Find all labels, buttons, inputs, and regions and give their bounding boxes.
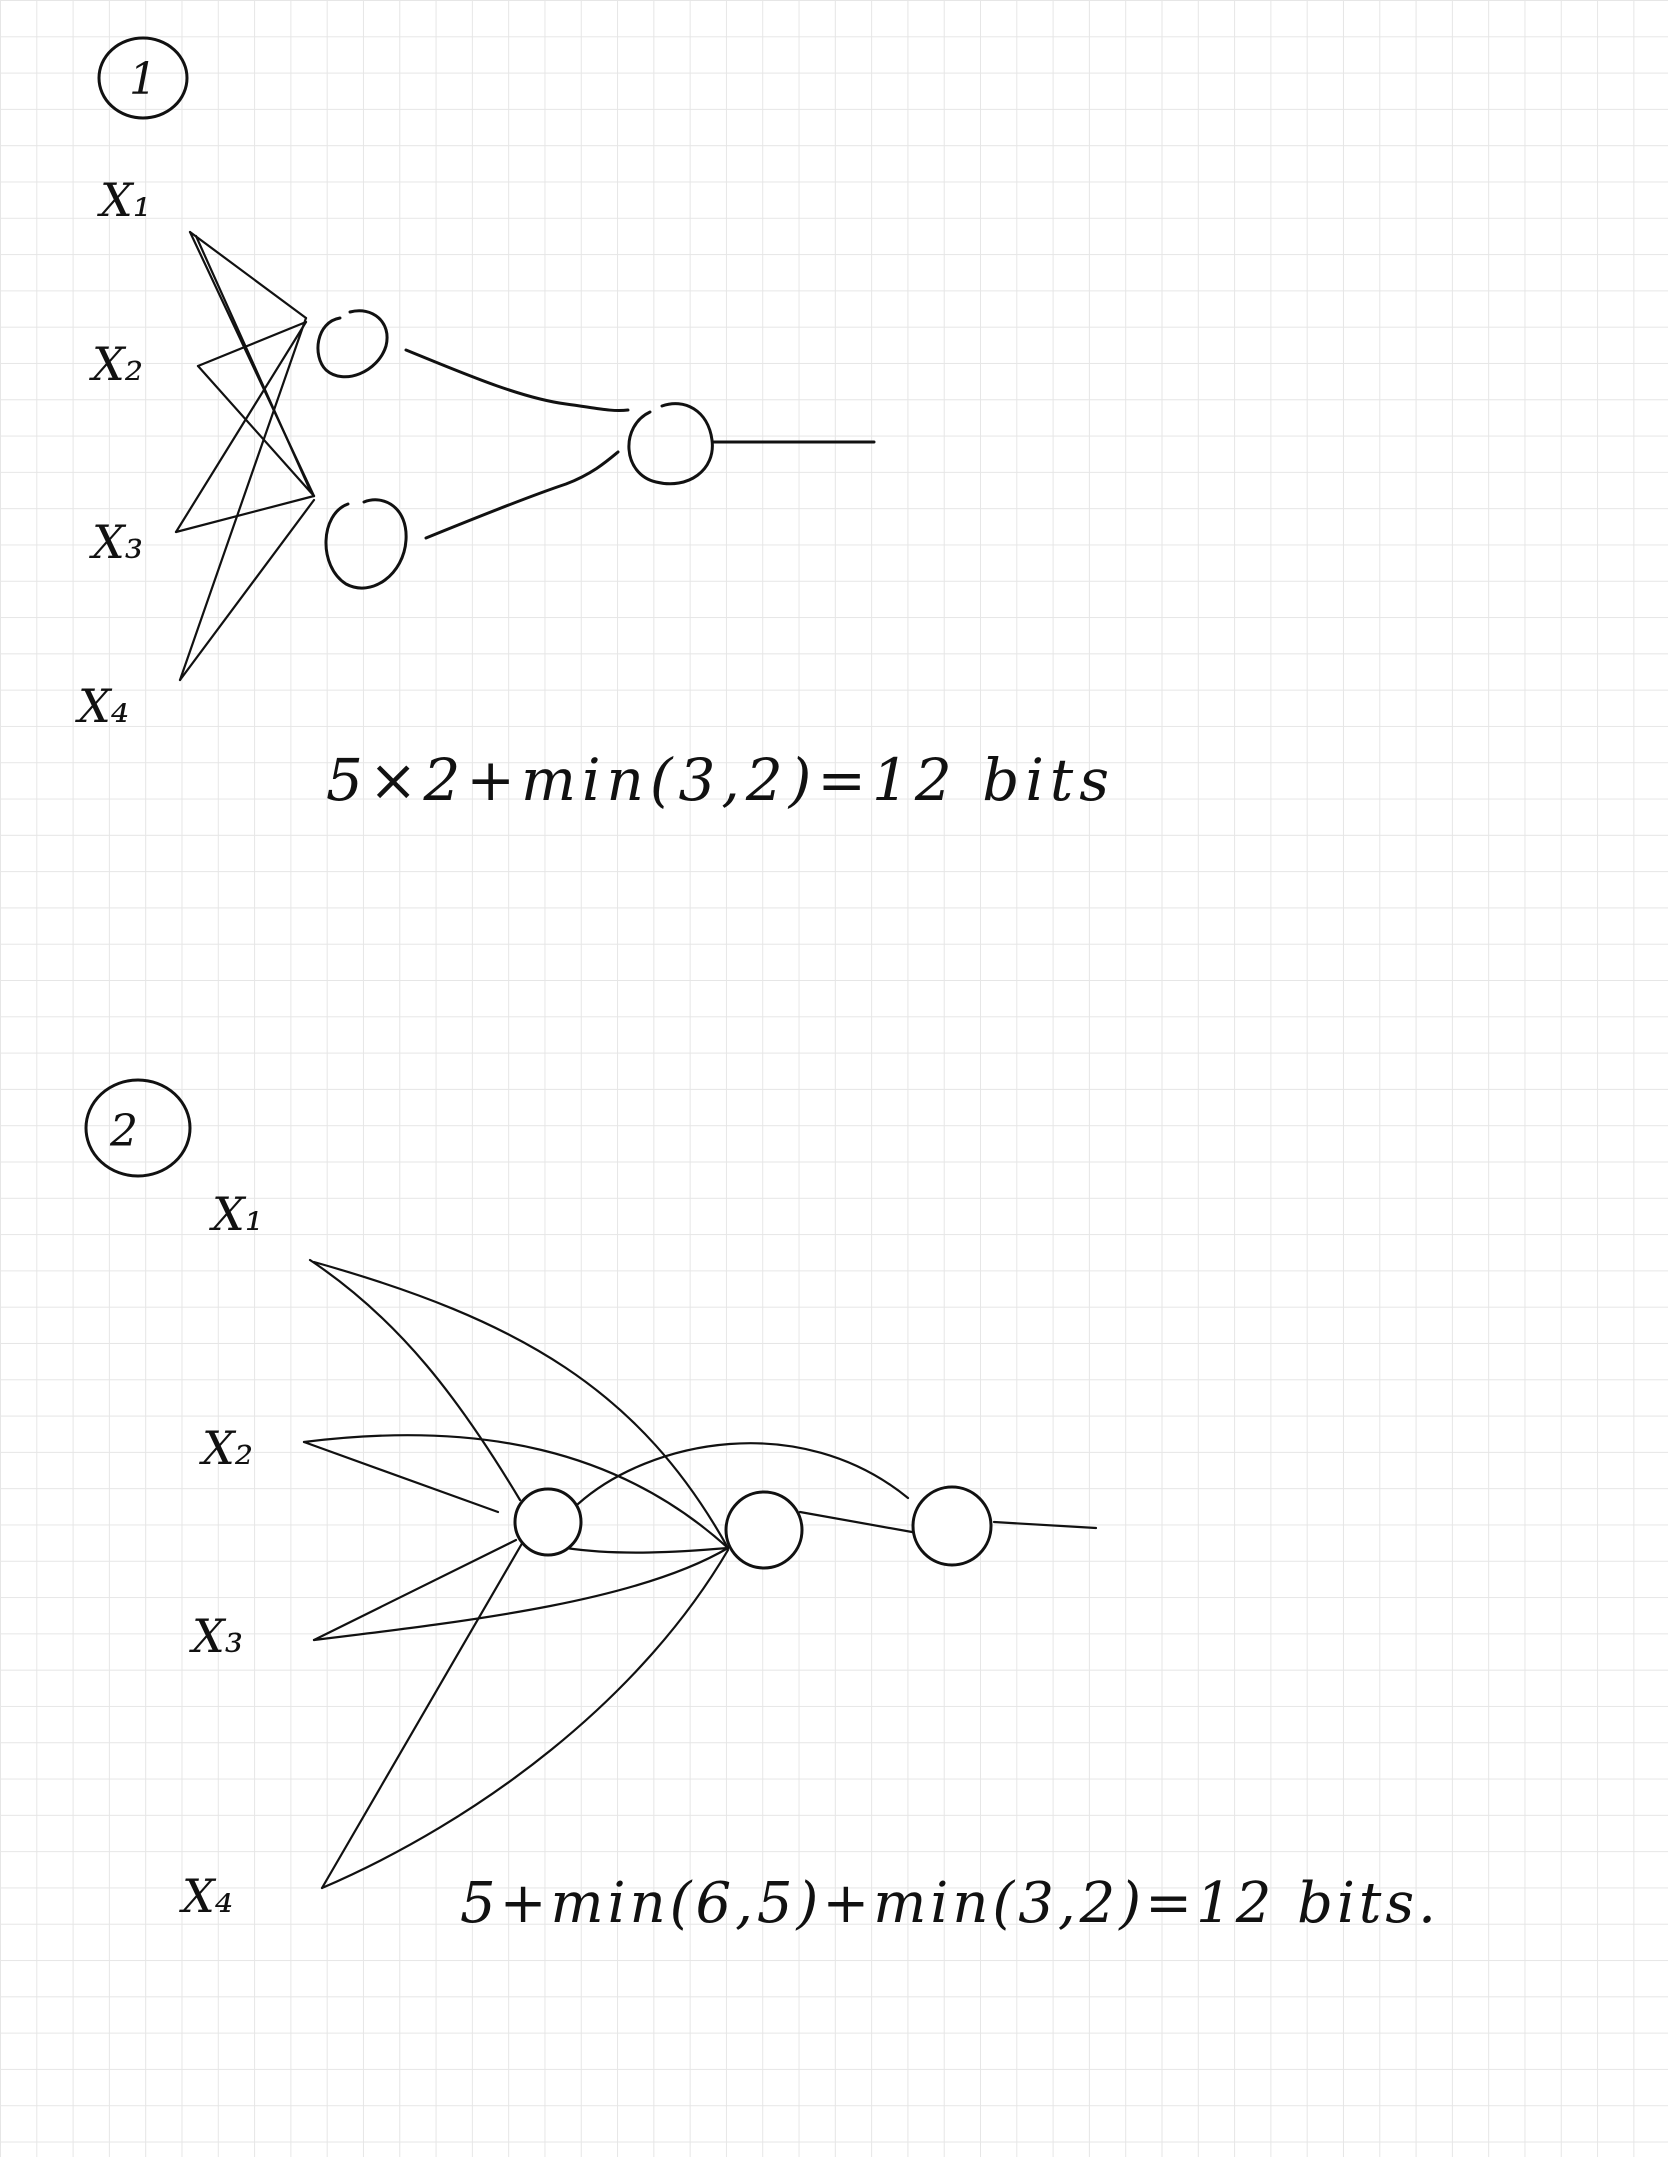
diagram-2-edges	[302, 1258, 1098, 1890]
diagram-2-input-label-x4: X₄	[179, 1869, 233, 1923]
diagram-2-number-circle	[84, 1078, 192, 1178]
d1-output-node	[627, 402, 714, 486]
d2-node-2	[724, 1490, 804, 1570]
d1-edge-x1-h2b	[194, 234, 312, 492]
d2-edge-x1-n2	[312, 1260, 730, 1550]
d1-hidden-node-1	[316, 309, 389, 379]
diagram-1-edges	[174, 230, 876, 682]
diagram-2-input-label-x2: X₂	[199, 1421, 253, 1475]
d2-edge-x2-n2	[302, 1434, 730, 1550]
diagram-1: 1 X₁ X₂ X₃ X₄ 5×2+min(3,2)=12 bits	[75, 36, 1115, 814]
d1-edge-h2-out	[424, 450, 620, 540]
diagram-1-input-label-x2: X₂	[89, 337, 143, 391]
d2-node-1	[513, 1487, 583, 1557]
d1-edge-h1-out	[404, 348, 630, 412]
d1-edge-x2-h1	[196, 320, 308, 368]
diagram-2: 2 X₁ X₂ X₃ X₄ 5+	[84, 1078, 1440, 1936]
d1-edge-x4-h1	[178, 316, 308, 682]
d2-edge-x1-n1	[308, 1258, 522, 1502]
diagram-1-number: 1	[129, 54, 157, 105]
d1-edge-x3-h2	[174, 494, 316, 534]
d2-edge-n1-n3	[576, 1442, 910, 1506]
d2-edge-output	[992, 1520, 1098, 1530]
d2-node-3	[911, 1485, 993, 1567]
d1-edge-x1-h1	[188, 230, 308, 320]
d2-edge-x4-n2	[320, 1548, 730, 1890]
diagram-2-input-label-x1: X₁	[209, 1187, 263, 1241]
d2-edge-n2-n3	[798, 1510, 914, 1534]
diagram-1-formula: 5×2+min(3,2)=12 bits	[326, 746, 1115, 814]
d2-edge-x3-n1	[312, 1538, 518, 1642]
d2-edge-x4-n1	[320, 1538, 526, 1890]
diagram-2-formula: 5+min(6,5)+min(3,2)=12 bits.	[460, 1871, 1440, 1936]
diagram-1-input-label-x1: X₁	[97, 173, 151, 227]
d2-edge-x3-n2	[312, 1546, 730, 1642]
diagram-2-input-label-x3: X₃	[189, 1609, 243, 1663]
d1-edge-x3-h1	[174, 320, 308, 534]
diagram-1-input-label-x4: X₄	[75, 679, 129, 733]
diagram-2-nodes	[513, 1485, 993, 1570]
diagram-1-number-circle	[97, 36, 189, 120]
d1-edge-x4-h2	[178, 498, 316, 682]
d1-hidden-node-2	[324, 498, 408, 590]
diagram-2-number: 2	[109, 1106, 138, 1157]
d2-edge-x2-n1	[302, 1440, 500, 1514]
d1-edge-x2-h2	[196, 364, 316, 498]
diagram-1-nodes	[316, 309, 714, 590]
d2-edge-n1-n2	[564, 1546, 730, 1554]
diagram-1-input-label-x3: X₃	[89, 515, 143, 569]
